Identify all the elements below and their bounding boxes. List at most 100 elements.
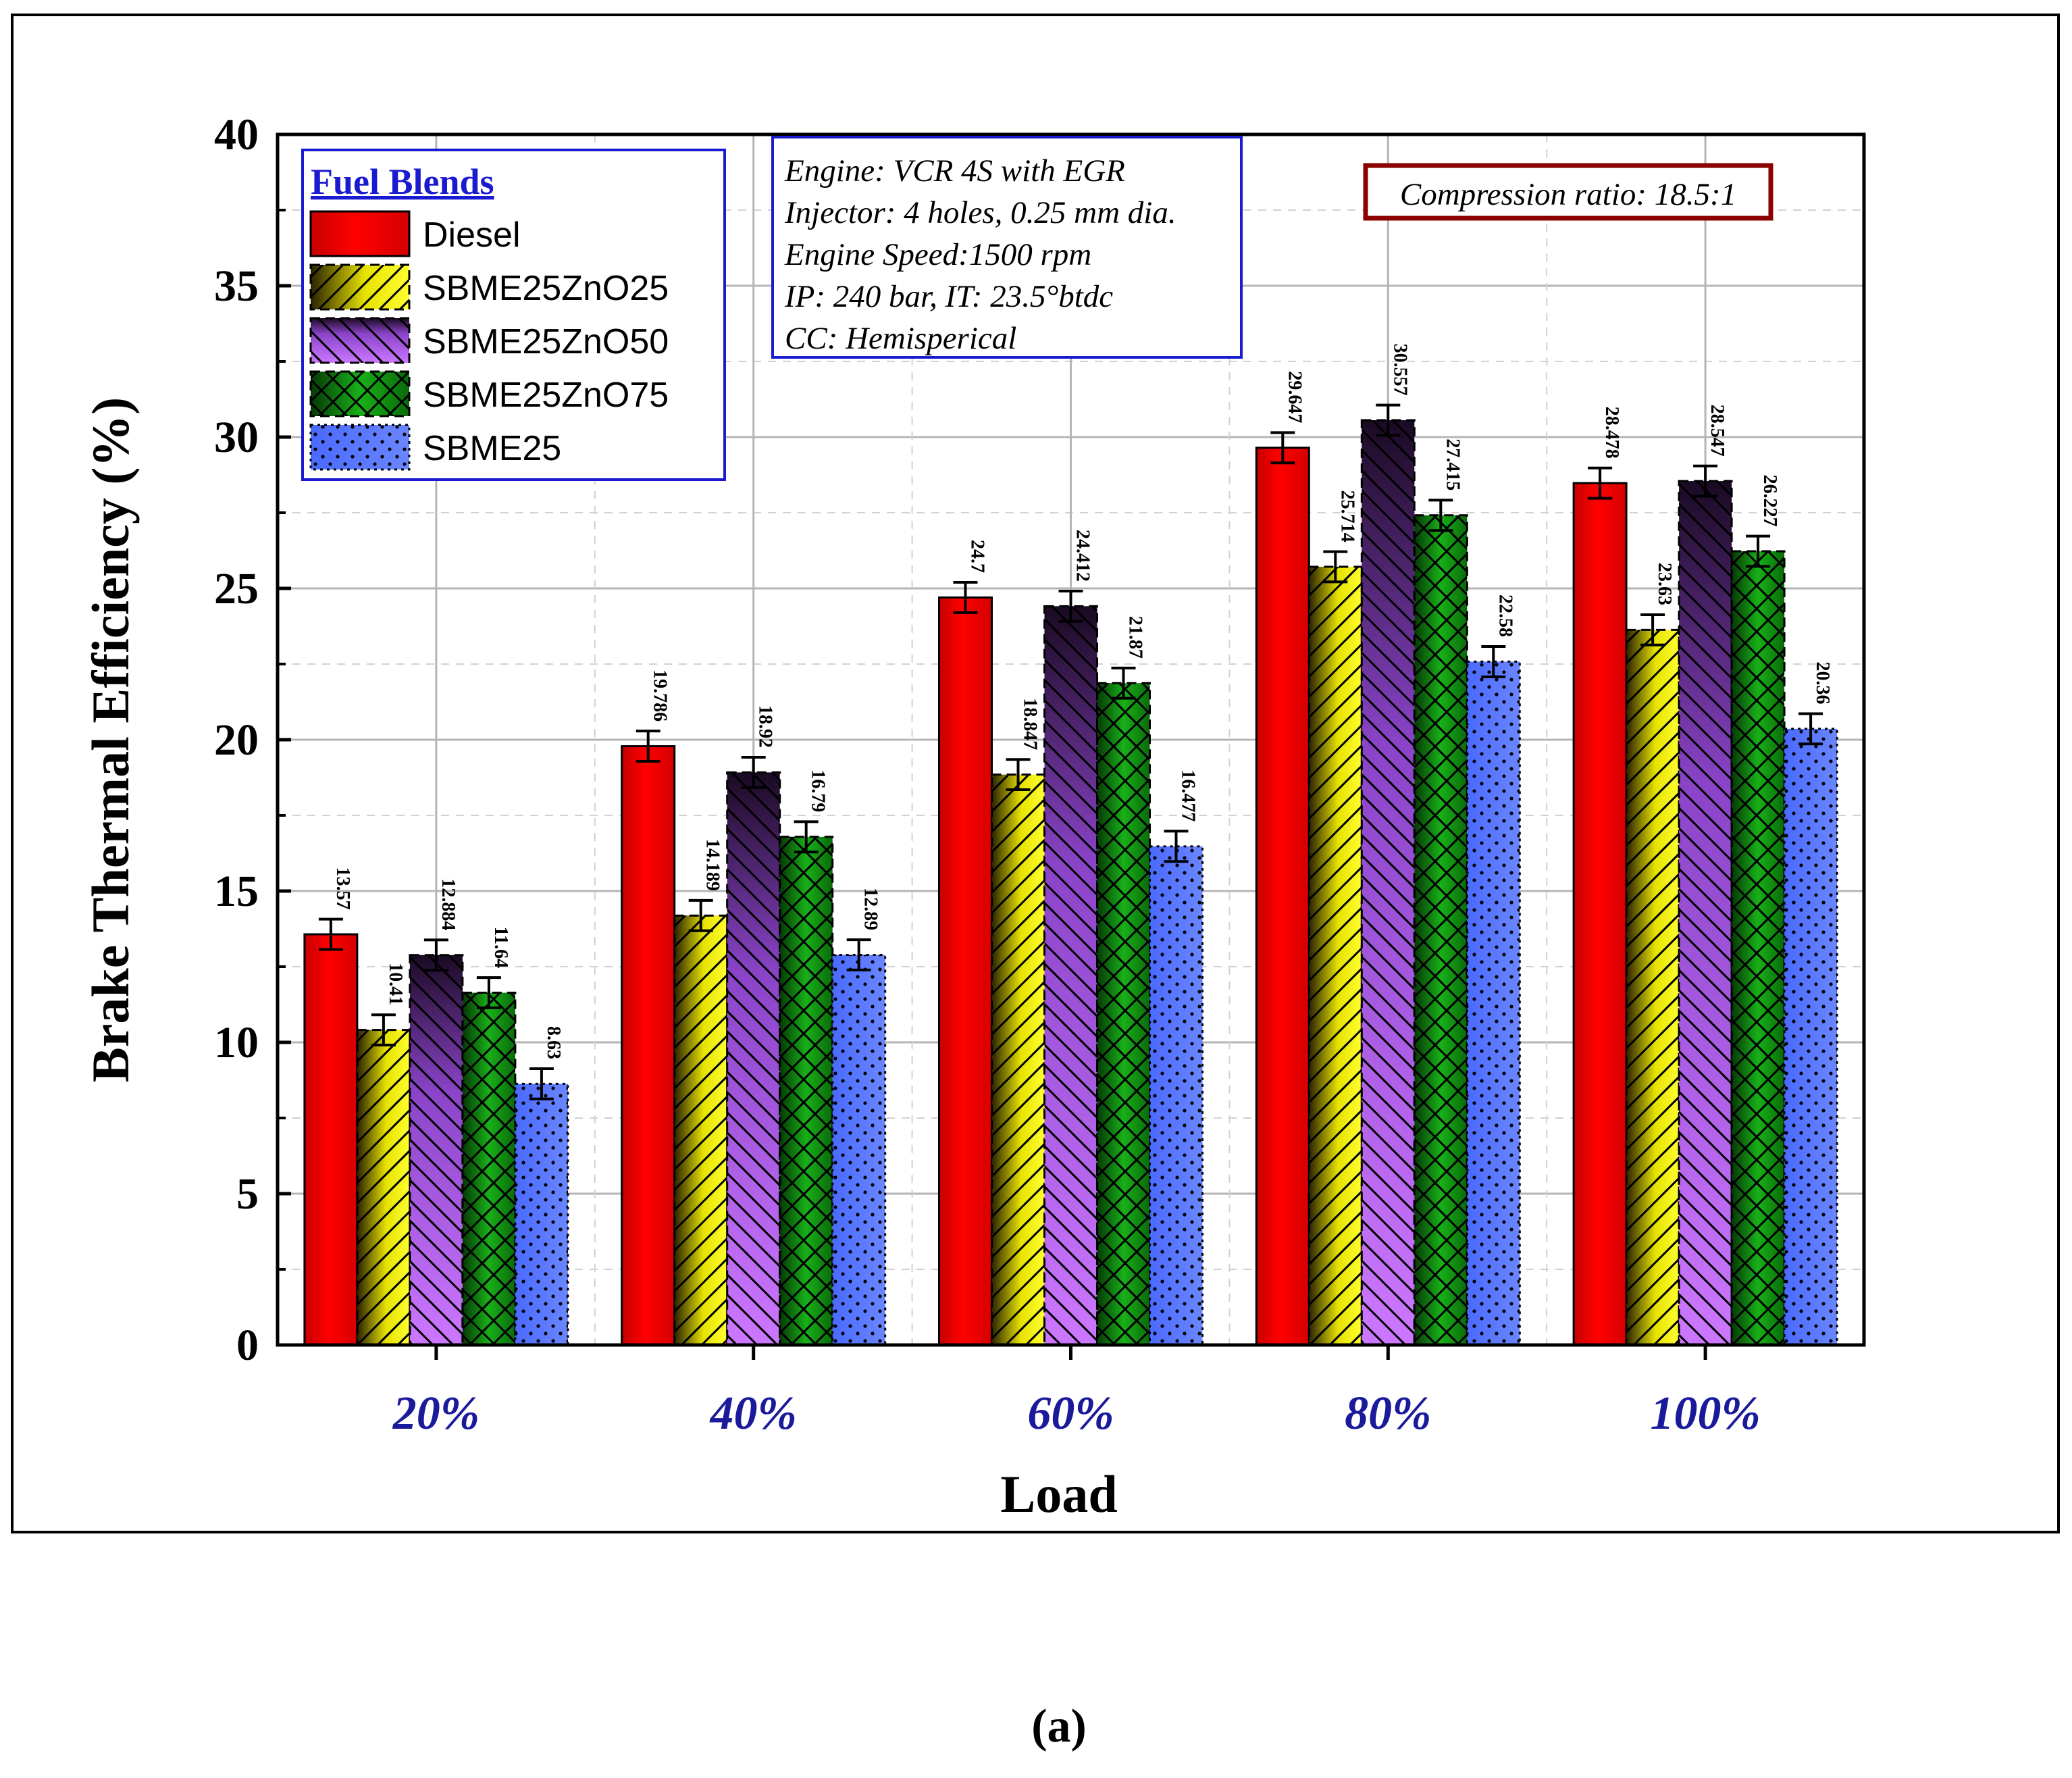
data-label: 12.89 [860,888,881,930]
legend-label: SBME25 [423,429,561,468]
bar [1413,514,1468,1346]
data-label: 28.478 [1601,407,1622,459]
bar [1730,550,1786,1346]
legend-label: SBME25ZnO25 [423,269,669,308]
error-bar [318,917,343,951]
bar [1307,565,1363,1346]
error-bar [1006,758,1031,792]
legend-label: Diesel [423,215,521,255]
bars [303,419,1838,1346]
info-box: Engine: VCR 4S with EGR Injector: 4 hole… [771,136,1243,359]
x-category-label: 20% [392,1388,480,1440]
bar [1043,605,1098,1346]
error-bar [371,1013,396,1047]
error-bar [1428,499,1453,532]
bar [1096,682,1151,1346]
data-label: 11.64 [490,927,511,968]
error-bars [318,403,1823,1100]
info-line-1: Engine: VCR 4S with EGR [784,153,1125,188]
error-bar [476,976,501,1009]
legend-item: SBME25ZnO50 [309,317,669,364]
y-tick-label: 30 [214,413,259,462]
x-category-label: 80% [1345,1388,1431,1440]
data-label: 27.415 [1442,438,1463,490]
error-bar [1058,589,1083,623]
bar [409,954,464,1346]
info-line-3: Engine Speed:1500 rpm [784,237,1091,272]
info-line-4: IP: 240 bar, IT: 23.5°btdc [784,279,1113,314]
data-label: 18.92 [755,705,776,748]
x-category-label: 40% [709,1388,797,1440]
error-bar [1746,534,1771,568]
error-bar [1376,403,1401,437]
bar [779,836,834,1346]
error-bar [1798,712,1823,746]
bar [621,745,676,1346]
y-tick-label: 15 [214,867,259,916]
data-label: 30.557 [1389,344,1410,396]
bar [1572,482,1628,1346]
data-label: 24.412 [1072,530,1093,582]
bar [1783,728,1838,1346]
data-label: 20.36 [1812,661,1833,704]
compression-note-text: Compression ratio: 18.5:1 [1400,177,1736,212]
legend-title: Fuel Blends [311,161,494,202]
x-axis-title: Load [1000,1465,1117,1523]
data-label: 28.547 [1707,405,1728,457]
info-box-border [771,136,1243,359]
error-bar [1640,613,1665,646]
x-category-label: 60% [1027,1388,1114,1440]
figure-caption: (a) [1031,1700,1087,1752]
data-label: 8.63 [543,1026,564,1059]
bar [673,914,729,1346]
data-label: 13.57 [332,867,353,910]
bar [1625,628,1680,1346]
bar [938,596,993,1346]
data-label: 25.714 [1337,490,1357,542]
error-bar [1323,550,1348,584]
error-bar [794,820,819,854]
data-label: 19.786 [650,669,671,721]
error-bar [741,755,766,789]
x-category-label: 100% [1650,1388,1760,1440]
error-bar [1588,466,1613,500]
bar [991,773,1045,1346]
data-label: 26.227 [1759,475,1780,527]
bar [356,1029,411,1346]
bar [1149,845,1203,1346]
data-label: 10.41 [385,963,406,1005]
bar [831,954,887,1346]
bar [303,933,359,1346]
bar [1678,480,1733,1346]
y-tick-label: 40 [214,110,259,159]
error-bar [636,730,661,763]
legend: Fuel Blends Diesel SBME25ZnO25 SBME25ZnO50… [301,149,726,481]
data-label: 18.847 [1020,698,1041,750]
legend-label: SBME25ZnO75 [423,376,669,415]
error-bar [846,938,871,971]
legend-item: SBME25ZnO75 [309,370,669,417]
data-labels: 13.57 19.786 24.7 29.647 28.478 10.41 14.189 18… [332,344,1833,1059]
data-label: 24.7 [967,540,988,573]
error-bar [688,898,713,932]
y-tick-label: 25 [214,564,259,613]
error-bar [423,938,448,972]
legend-swatch [311,211,409,256]
error-bar [1481,645,1506,678]
data-label: 16.79 [808,769,829,812]
error-bar [1693,464,1718,498]
y-axis-title: Brake Thermal Efficiency (%) [81,397,140,1083]
bar [1255,447,1310,1346]
y-tick-label: 10 [214,1018,259,1067]
error-bar [1270,431,1295,465]
data-label: 14.189 [702,839,723,891]
error-bar [529,1067,554,1100]
error-bar [1164,830,1189,863]
bar [1466,660,1521,1346]
legend-item: Diesel [309,210,521,257]
error-bar [953,581,978,614]
data-label: 22.58 [1495,594,1516,637]
legend-label: SBME25ZnO50 [423,322,669,361]
data-label: 12.884 [438,878,459,930]
